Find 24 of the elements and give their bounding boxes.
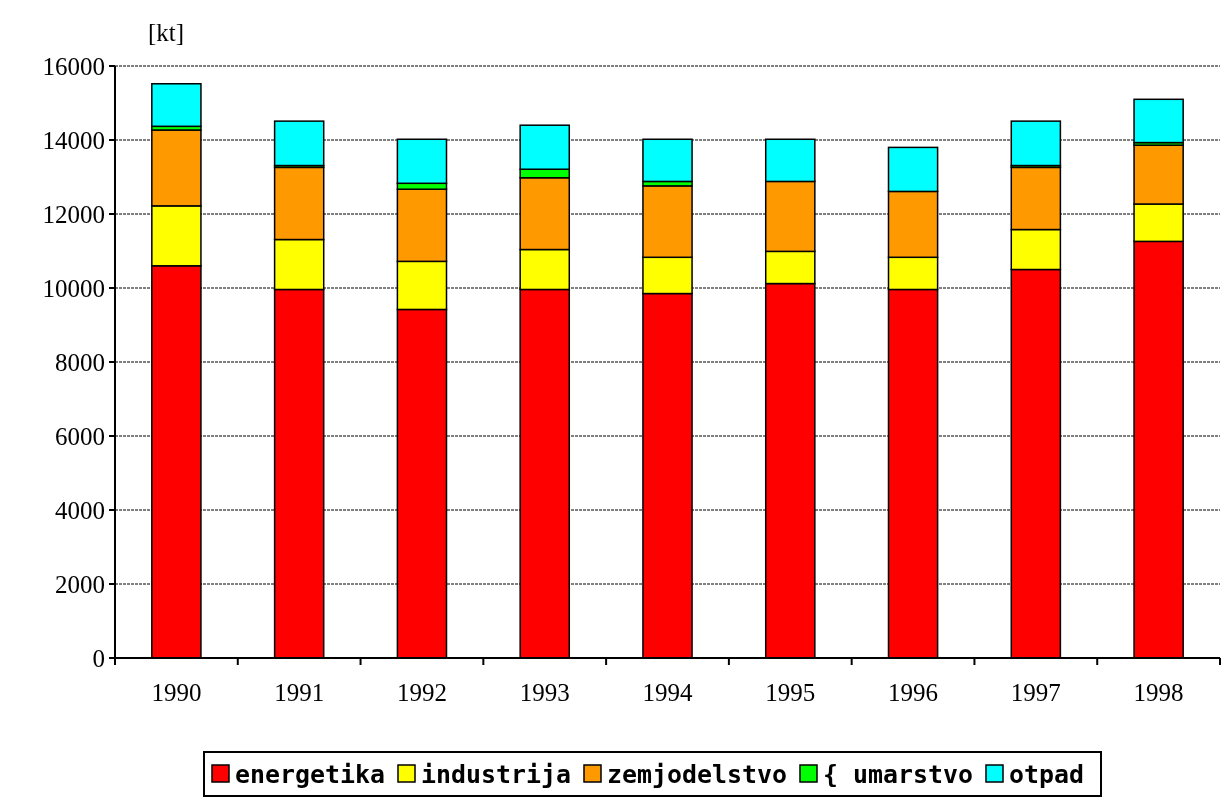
- legend-label: otpad: [1009, 759, 1085, 789]
- y-tick-label: 4000: [55, 496, 105, 524]
- y-tick-label: 0: [92, 644, 105, 672]
- x-tick-label: 1998: [1133, 678, 1184, 706]
- legend-label: zemjodelstvo: [607, 759, 788, 789]
- x-tick-label: 1993: [519, 678, 570, 706]
- y-tick-label: 14000: [42, 126, 105, 154]
- x-tick-label: 1990: [151, 678, 202, 706]
- y-tick-label: 2000: [55, 570, 105, 598]
- legend-label: energetika: [235, 759, 386, 789]
- y-tick-label: 6000: [55, 422, 105, 450]
- x-tick-label: 1996: [888, 678, 939, 706]
- y-tick-label: 12000: [42, 200, 105, 228]
- x-tick-label: 1994: [642, 678, 693, 706]
- y-tick-label: 10000: [42, 274, 105, 302]
- x-tick-label: 1995: [765, 678, 816, 706]
- y-tick-label: 8000: [55, 348, 105, 376]
- y-tick-label: 16000: [42, 52, 105, 80]
- x-tick-label: 1991: [274, 678, 325, 706]
- x-tick-label: 1992: [396, 678, 447, 706]
- y-axis-title: [kt]: [148, 18, 185, 46]
- legend-label: { umarstvo: [823, 759, 974, 789]
- x-tick-label: 1997: [1010, 678, 1061, 706]
- legend-label: industrija: [421, 759, 572, 789]
